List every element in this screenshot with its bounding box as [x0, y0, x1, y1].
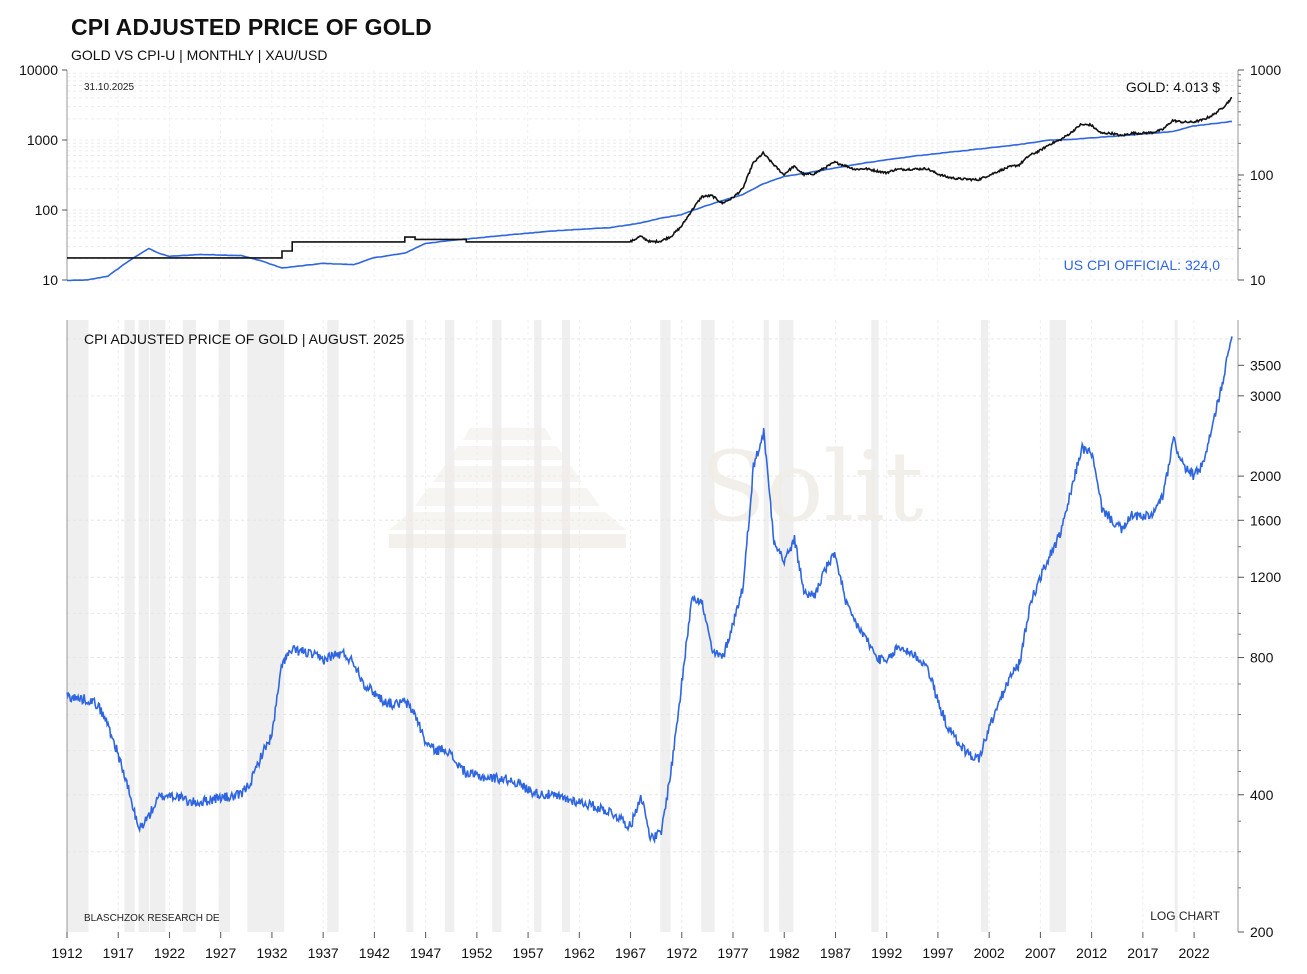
x-tick-label: 1977 [717, 945, 748, 961]
top-left-axis-ticks: 10 100 1000 10000 [19, 62, 67, 288]
bottom-y-tick-label: 3500 [1250, 357, 1281, 373]
recession-band [218, 320, 230, 932]
x-tick-label: 1972 [666, 945, 697, 961]
solit-watermark-text: Solit [700, 431, 924, 543]
bottom-y-tick-label: 400 [1250, 787, 1274, 803]
recession-band [149, 320, 166, 932]
recession-band [871, 320, 879, 932]
recession-band [67, 320, 89, 932]
recession-band [980, 320, 989, 932]
top-left-tick-label: 100 [35, 202, 59, 218]
chart-title: CPI ADJUSTED PRICE OF GOLD [71, 14, 432, 40]
recession-band [1174, 320, 1178, 932]
x-tick-label: 2022 [1179, 945, 1210, 961]
x-tick-label: 1912 [51, 945, 82, 961]
top-gridlines [66, 70, 1238, 281]
x-tick-label: 1957 [513, 945, 544, 961]
bottom-panel-title: CPI ADJUSTED PRICE OF GOLD | AUGUST. 202… [84, 331, 404, 347]
x-tick-label: 1987 [820, 945, 851, 961]
recession-band [406, 320, 414, 932]
bottom-y-tick-label: 200 [1250, 924, 1274, 940]
cpi-adjusted-gold-line [66, 336, 1233, 845]
x-tick-label: 2012 [1076, 945, 1107, 961]
top-date-label: 31.10.2025 [84, 82, 134, 93]
top-left-tick-label: 10000 [19, 62, 58, 78]
x-tick-label: 1947 [410, 945, 441, 961]
x-tick-label: 1922 [154, 945, 185, 961]
bottom-series-group [66, 336, 1233, 845]
recession-band [445, 320, 455, 932]
x-tick-label: 1997 [922, 945, 953, 961]
x-tick-label: 1942 [359, 945, 390, 961]
recession-band [763, 320, 769, 932]
bottom-y-axis-ticks: 200 400 800 1200 1600 2000 3000 3500 [1238, 338, 1281, 940]
x-tick-label: 1937 [308, 945, 339, 961]
top-right-tick-label: 100 [1250, 167, 1274, 183]
x-tick-label: 1982 [769, 945, 800, 961]
recession-band [561, 320, 571, 932]
solit-watermark-logo [389, 428, 626, 548]
recession-band [327, 320, 339, 932]
x-tick-label: 1932 [256, 945, 287, 961]
bottom-y-tick-label: 3000 [1250, 388, 1281, 404]
x-tick-label: 1917 [103, 945, 134, 961]
cpi-official-label: US CPI OFFICIAL: 324,0 [1064, 257, 1221, 273]
bottom-y-tick-label: 2000 [1250, 468, 1281, 484]
x-tick-label: 2017 [1127, 945, 1158, 961]
x-tick-label: 1967 [615, 945, 646, 961]
recession-band [138, 320, 149, 932]
recession-band [660, 320, 671, 932]
recession-band [492, 320, 502, 932]
chart-subtitle: GOLD VS CPI-U | MONTHLY | XAU/USD [71, 47, 328, 63]
x-axis-ticks: 1912 1917 1922 1927 1932 1937 1942 1947 1952 1957… [51, 932, 1210, 961]
recession-band [182, 320, 197, 932]
x-tick-label: 1952 [461, 945, 492, 961]
bottom-y-tick-label: 1600 [1250, 512, 1281, 528]
top-series-group [66, 97, 1233, 282]
bottom-y-tick-label: 1200 [1250, 569, 1281, 585]
cpi-series-line [66, 120, 1233, 282]
gold-series-line [67, 97, 1232, 259]
recession-band [247, 320, 285, 932]
x-tick-label: 2007 [1025, 945, 1056, 961]
top-left-tick-label: 1000 [27, 132, 58, 148]
x-tick-label: 1927 [205, 945, 236, 961]
gold-price-label: GOLD: 4.013 $ [1126, 79, 1220, 95]
top-right-tick-label: 1000 [1250, 62, 1281, 78]
top-left-tick-label: 10 [42, 272, 58, 288]
top-right-tick-label: 10 [1250, 272, 1266, 288]
x-tick-label: 1962 [564, 945, 595, 961]
recession-band [124, 320, 135, 932]
top-right-axis-ticks: 10 100 1000 [1238, 62, 1281, 288]
recession-band [779, 320, 794, 932]
log-chart-label: LOG CHART [1150, 909, 1220, 923]
source-label: BLASCHZOK RESEARCH DE [84, 913, 220, 924]
recession-bands [67, 320, 1178, 932]
recession-band [1049, 320, 1067, 932]
recession-band [534, 320, 542, 932]
bottom-y-tick-label: 800 [1250, 650, 1274, 666]
x-tick-label: 2002 [974, 945, 1005, 961]
x-tick-label: 1992 [871, 945, 902, 961]
